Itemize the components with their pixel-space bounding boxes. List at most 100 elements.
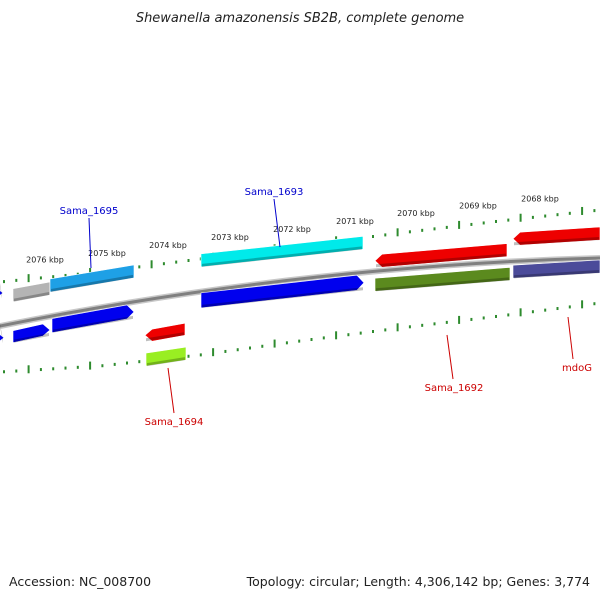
ruler-tick [458,315,461,324]
gene-block [51,304,135,333]
ruler-dot [187,258,190,262]
gene-shade [514,270,599,279]
gene-shade [51,274,133,292]
gene-block [0,290,4,296]
ruler-tick [212,348,215,357]
tick-label: 2069 kbp [459,202,497,211]
ruler-dot [310,338,313,342]
tick-label: 2073 kbp [211,233,249,242]
ruler-dot [322,336,325,340]
ruler-tick [150,260,153,269]
ruler-dot [568,211,571,215]
ruler-dot [470,317,473,321]
ruler-dot [495,314,497,318]
ruler-dot [64,273,67,277]
ruler-dot [285,341,288,345]
gene-label-leader [446,334,454,380]
ruler-dot [495,219,497,223]
gene-block [49,264,135,293]
ruler-dot [126,361,128,365]
ruler-tick [335,331,338,340]
ruler-dot [64,366,67,370]
ruler-tick [519,213,522,222]
ruler-dot [199,353,202,357]
gene-features [0,226,600,367]
ruler-dot [372,235,374,239]
ruler-dot [298,339,301,343]
tick-label: 2074 kbp [149,241,187,250]
ruler-dot [408,325,411,329]
gene-label-leader [567,316,574,360]
gene-label-leader [167,367,175,414]
gene-shade [0,323,3,344]
gene-block [12,281,51,303]
inner-ruler-dots [3,300,596,374]
ruler-dot [445,225,448,229]
ruler-dot [470,222,473,226]
ruler-dot [408,230,411,234]
tick-label: 2076 kbp [26,256,64,265]
ruler-dot [531,215,534,219]
ruler-dot [421,323,424,327]
gene-shade [202,246,362,267]
gene-block [374,243,508,268]
accession-text: Accession: NC_008700 [9,574,152,589]
ruler-dot [138,265,141,269]
ruler-dot [175,260,178,264]
ruler-dot [372,330,374,334]
ruler-tick [396,323,399,332]
tick-label: 2071 kbp [336,217,374,226]
ruler-dot [482,316,485,320]
ruler-tick [27,274,30,283]
ruler-dot [593,302,596,306]
gene-shade [146,332,184,342]
ruler-dot [507,218,510,222]
ruler-dot [261,344,264,348]
gene-shade [202,287,363,308]
ruler-dot [76,365,79,369]
gene-block [512,226,600,246]
tick-label: 2075 kbp [88,249,126,258]
ruler-dot [384,233,387,237]
ruler-tick [27,365,30,374]
gene-shade [0,283,2,299]
gene-label: Sama_1695 [60,206,119,217]
gene-block [200,274,365,309]
ruler-dot [531,310,534,314]
ruler-tick [396,228,399,237]
ruler-dot [3,280,5,284]
ruler-dot [568,305,571,309]
gene-label: mdoG [562,363,592,374]
gene-label-leader [88,217,92,269]
ruler-tick [519,308,522,317]
gene-shade [376,277,509,292]
tick-label: 2072 kbp [273,225,311,234]
ruler-tick [89,361,92,370]
ruler-dot [433,227,436,231]
ruler-dot [162,262,165,266]
ruler-dot [507,313,510,317]
ruler-dot [421,228,424,232]
gene-shade [53,315,133,333]
ruler-dot [593,209,596,213]
ruler-dot [249,346,251,350]
gene-block [0,334,5,342]
ruler-dot [52,275,55,279]
ruler-dot [3,370,5,374]
tick-labels: 2076 kbp 2075 kbp 2074 kbp 2073 kbp 2072 kbp… [26,195,559,265]
ruler-dot [544,214,547,218]
tick-label: 2068 kbp [521,195,559,204]
gene-shade [376,253,506,268]
gene-block [374,267,511,292]
gene-block [12,323,51,344]
ruler-dot [482,221,485,225]
ruler-tick [581,300,584,309]
ruler-dot [138,360,141,364]
tick-label: 2070 kbp [397,209,435,218]
ruler-dot [556,307,559,311]
ruler-dot [224,349,227,353]
ruler-dot [187,354,190,358]
ruler-dot [433,322,436,326]
gene-shade [514,237,599,246]
gene-block [144,322,186,342]
